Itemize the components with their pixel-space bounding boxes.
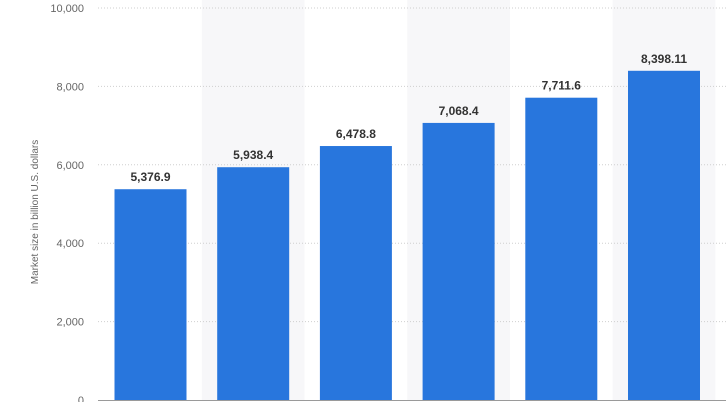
y-tick-label: 2,000 [56, 317, 84, 329]
bar [217, 167, 290, 400]
bar [319, 146, 392, 400]
data-label: 6,478.8 [336, 127, 376, 141]
y-axis-label: Market size in billion U.S. dollars [30, 140, 41, 285]
bar [628, 70, 700, 400]
y-tick-label: 8,000 [56, 81, 84, 93]
data-labels: 5,376.9 5,938.4 6,478.8 7,068.4 7,711.6 8,398… [130, 52, 687, 184]
y-tick-label: 6,000 [56, 160, 84, 172]
data-label: 8,398.11 [641, 52, 687, 66]
bars [114, 70, 700, 401]
bar [422, 122, 495, 401]
data-label: 7,711.6 [542, 79, 582, 93]
data-label: 5,376.9 [130, 170, 170, 184]
y-axis-ticks: 0 2,000 4,000 6,000 8,000 10,000 [50, 3, 84, 402]
bar [525, 97, 598, 401]
y-tick-label: 4,000 [56, 238, 84, 250]
y-tick-label: 0 [78, 395, 84, 402]
bar [114, 189, 187, 400]
data-label: 5,938.4 [233, 148, 273, 162]
y-tick-label: 10,000 [50, 3, 84, 15]
data-label: 7,068.4 [439, 104, 479, 118]
